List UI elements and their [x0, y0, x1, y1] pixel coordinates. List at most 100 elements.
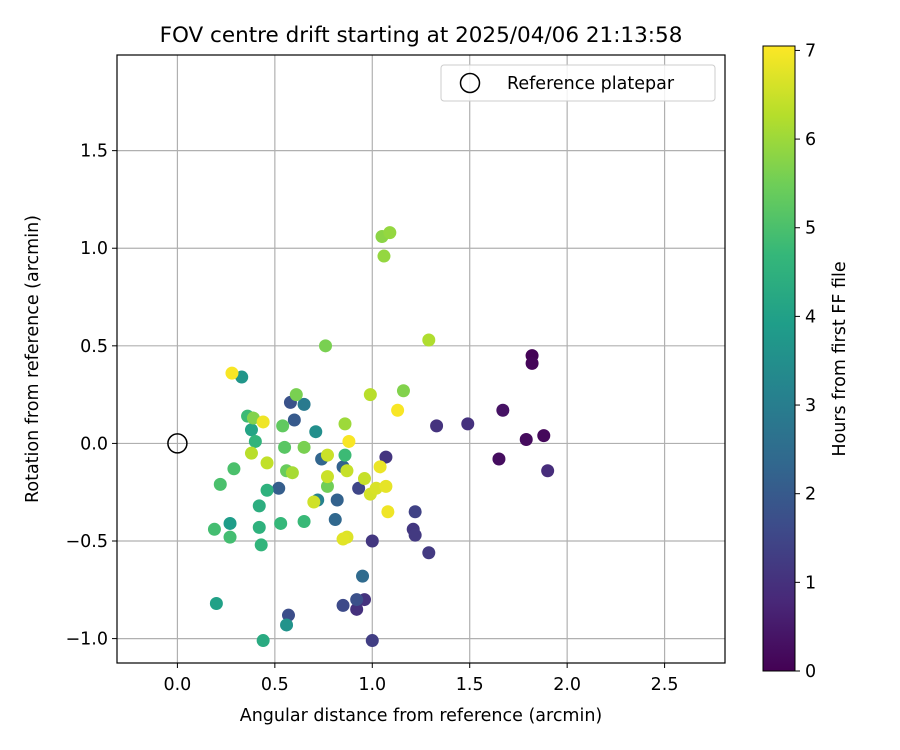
data-point [207, 522, 221, 536]
data-point [254, 538, 268, 552]
x-tick-label: 0.0 [163, 675, 191, 695]
y-tick-label: 0.5 [80, 337, 108, 357]
data-point [248, 434, 262, 448]
data-point [319, 339, 333, 353]
data-point [336, 532, 350, 546]
colorbar-gradient [762, 45, 796, 672]
x-axis-label: Angular distance from reference (arcmin) [240, 706, 603, 726]
data-point [352, 481, 366, 495]
data-points [167, 226, 555, 648]
data-point [223, 530, 237, 544]
data-point [297, 514, 311, 528]
x-tick-label: 2.0 [553, 675, 581, 695]
x-tick-label: 1.0 [358, 675, 386, 695]
data-point [342, 434, 356, 448]
colorbar-tick-label: 6 [805, 130, 816, 150]
data-point [430, 419, 444, 433]
data-point [519, 433, 533, 447]
data-point [309, 425, 323, 439]
y-tick-label: −0.5 [66, 532, 109, 552]
data-point [328, 513, 342, 527]
data-point [357, 472, 371, 486]
data-point [297, 397, 311, 411]
data-point [213, 477, 227, 491]
data-point [396, 384, 410, 398]
data-point [280, 618, 294, 632]
data-point [252, 499, 266, 513]
data-point [297, 440, 311, 454]
legend: Reference platepar [440, 64, 716, 102]
data-point [365, 634, 379, 648]
data-point [350, 602, 364, 616]
colorbar-tick-label: 3 [805, 396, 816, 416]
plot-frame [116, 54, 726, 664]
data-point [330, 493, 344, 507]
reference-platepar-marker [167, 433, 188, 454]
data-point [356, 569, 370, 583]
data-point [377, 249, 391, 263]
chart-title: FOV centre drift starting at 2025/04/06 … [160, 23, 683, 48]
data-point [408, 528, 422, 542]
data-point [320, 448, 334, 462]
legend-label: Reference platepar [507, 74, 675, 94]
grid [117, 55, 725, 663]
data-point [278, 440, 292, 454]
x-tick-label: 1.5 [456, 675, 484, 695]
colorbar-label: Hours from first FF file [830, 261, 850, 456]
data-point [289, 388, 303, 402]
data-point [276, 419, 290, 433]
data-point [244, 423, 258, 437]
data-point [363, 388, 377, 402]
data-point [496, 403, 510, 417]
y-axis-label: Rotation from reference (arcmin) [23, 215, 43, 503]
colorbar-ticks: 0 1 2 3 4 5 6 7 [795, 41, 816, 682]
x-tick-label: 0.5 [261, 675, 289, 695]
data-point [336, 598, 350, 612]
y-tick-label: 1.0 [80, 239, 108, 259]
data-point [365, 534, 379, 548]
data-point [338, 417, 352, 431]
colorbar-tick-label: 7 [805, 41, 816, 61]
data-point [537, 429, 551, 443]
y-tick-label: −1.0 [66, 630, 109, 650]
data-point [320, 470, 334, 484]
data-point [274, 516, 288, 530]
y-tick-label: 1.5 [80, 142, 108, 162]
data-point [246, 411, 260, 425]
data-point [209, 596, 223, 610]
data-point [235, 370, 249, 384]
data-point [287, 413, 301, 427]
data-point [373, 460, 387, 474]
data-point [244, 446, 258, 460]
data-point [422, 546, 436, 560]
colorbar-tick-label: 5 [805, 219, 816, 239]
data-point [285, 466, 299, 480]
legend-box [440, 64, 716, 102]
x-tick-label: 2.5 [651, 675, 679, 695]
data-point [272, 481, 286, 495]
data-point [340, 464, 354, 478]
data-point [350, 593, 364, 607]
data-point [461, 417, 475, 431]
data-point [252, 520, 266, 534]
data-point [227, 462, 241, 476]
data-point [408, 505, 422, 519]
data-point [223, 516, 237, 530]
data-point [338, 448, 352, 462]
data-point [422, 333, 436, 347]
data-point [525, 356, 539, 370]
data-point [307, 495, 321, 509]
data-point [225, 366, 239, 380]
colorbar-tick-label: 4 [805, 307, 816, 327]
colorbar: 0 1 2 3 4 5 6 7 Hours from first FF file [762, 41, 850, 682]
colorbar-tick-label: 2 [805, 485, 816, 505]
data-point [492, 452, 506, 466]
axis-ticks: 0.0 0.5 1.0 1.5 2.0 2.5 −1.0 −0.5 0.0 0.5 1.0 1.5 [66, 142, 679, 695]
colorbar-tick-label: 0 [805, 662, 816, 682]
data-point [369, 481, 383, 495]
colorbar-tick-label: 1 [805, 573, 816, 593]
data-point [320, 479, 334, 493]
data-point [256, 415, 270, 429]
data-point [379, 450, 393, 464]
